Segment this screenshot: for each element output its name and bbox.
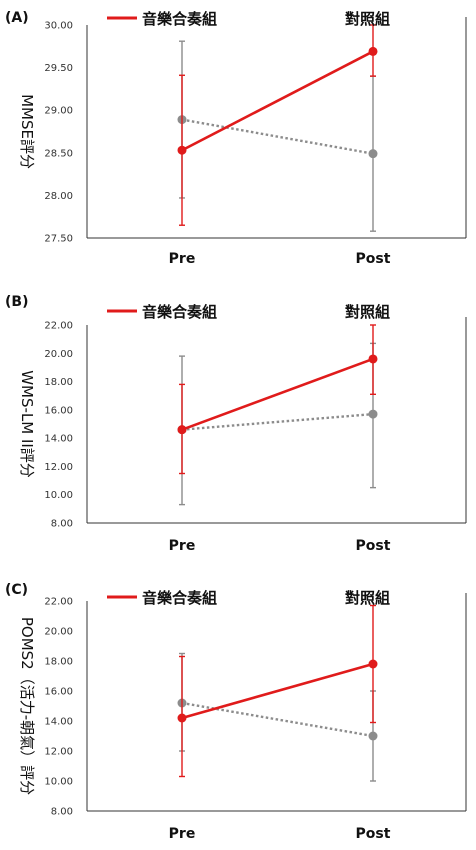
- data-point-music: [368, 46, 378, 56]
- y-tick-label: 14.00: [44, 717, 73, 728]
- series-line-music: [181, 50, 374, 152]
- legend-label-music: 音樂合奏組: [142, 303, 217, 321]
- x-category-label: Pre: [169, 538, 196, 554]
- x-category-label: Pre: [169, 251, 196, 267]
- y-tick-label: 22.00: [44, 597, 73, 608]
- y-axis-title: POMS2（活力-朝氣）評分: [18, 617, 36, 795]
- data-point-music: [177, 713, 187, 723]
- legend-label-control: 對照組: [345, 10, 390, 28]
- y-tick-label: 8.00: [51, 519, 73, 530]
- y-tick-label: 30.00: [44, 21, 73, 32]
- series-line-control: [181, 412, 374, 431]
- y-axis-title: MMSE評分: [18, 94, 36, 169]
- series-line-music: [181, 357, 374, 431]
- y-tick-label: 28.00: [44, 191, 73, 202]
- x-category-label: Post: [356, 538, 391, 554]
- data-point-control: [368, 409, 378, 419]
- data-point-music: [177, 145, 187, 155]
- y-tick-label: 10.00: [44, 777, 73, 788]
- y-tick-label: 16.00: [44, 687, 73, 698]
- series-line-control: [181, 701, 374, 738]
- y-tick-label: 29.00: [44, 106, 73, 117]
- legend-label-music: 音樂合奏組: [142, 10, 217, 28]
- x-category-label: Pre: [169, 826, 196, 842]
- y-tick-label: 14.00: [44, 434, 73, 445]
- y-tick-label: 8.00: [51, 807, 73, 818]
- data-point-control: [368, 149, 378, 159]
- data-point-control: [368, 731, 378, 741]
- y-tick-label: 27.50: [44, 234, 73, 245]
- legend-label-music: 音樂合奏組: [142, 589, 217, 607]
- y-tick-label: 22.00: [44, 321, 73, 332]
- panel-label: (A): [5, 10, 29, 26]
- x-category-label: Post: [356, 251, 391, 267]
- y-tick-label: 12.00: [44, 462, 73, 473]
- x-category-label: Post: [356, 826, 391, 842]
- y-tick-label: 12.00: [44, 747, 73, 758]
- legend-label-control: 對照組: [345, 303, 390, 321]
- y-tick-label: 10.00: [44, 490, 73, 501]
- series-line-control: [181, 118, 374, 155]
- y-tick-label: 28.50: [44, 148, 73, 159]
- data-point-music: [177, 425, 187, 435]
- y-tick-label: 20.00: [44, 349, 73, 360]
- series-line-music: [181, 662, 374, 720]
- y-tick-label: 18.00: [44, 377, 73, 388]
- legend-label-control: 對照組: [345, 589, 390, 607]
- data-point-music: [368, 354, 378, 364]
- y-tick-label: 20.00: [44, 627, 73, 638]
- data-point-music: [368, 659, 378, 669]
- y-tick-label: 29.50: [44, 63, 73, 74]
- y-tick-label: 18.00: [44, 657, 73, 668]
- panel-label: (C): [5, 582, 28, 598]
- panel-label: (B): [5, 294, 28, 310]
- y-axis-title: WMS-LM II評分: [18, 370, 36, 478]
- y-tick-label: 16.00: [44, 405, 73, 416]
